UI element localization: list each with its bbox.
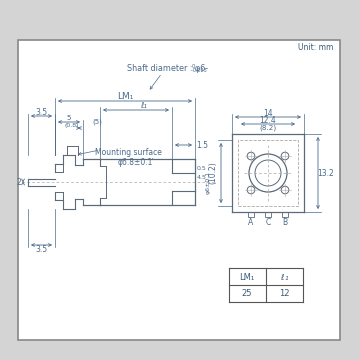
Text: 14: 14: [263, 108, 273, 117]
Text: 13.2: 13.2: [318, 168, 334, 177]
Text: φ6.8±0.1: φ6.8±0.1: [117, 158, 153, 166]
Text: A: A: [248, 217, 254, 226]
Bar: [265, 212, 271, 217]
Text: 1.5: 1.5: [196, 140, 208, 149]
Bar: [18, 40, 340, 340]
Text: B: B: [283, 217, 288, 226]
Text: ℓ ₁: ℓ ₁: [280, 273, 288, 282]
Text: φ6±0.1: φ6±0.1: [206, 170, 211, 194]
Text: (10.2): (10.2): [208, 162, 217, 184]
Text: Mounting surface: Mounting surface: [95, 148, 161, 157]
Text: 25: 25: [242, 289, 252, 298]
Text: C: C: [265, 217, 271, 226]
Text: 0: 0: [192, 63, 195, 68]
Text: 2: 2: [17, 177, 21, 186]
Text: (8.2): (8.2): [260, 125, 276, 131]
Text: 12: 12: [279, 289, 289, 298]
Text: LM₁: LM₁: [239, 273, 255, 282]
Text: 12.4: 12.4: [260, 116, 276, 125]
Text: 3.5: 3.5: [35, 244, 47, 253]
Bar: [282, 212, 288, 217]
Text: 3.5: 3.5: [35, 108, 47, 117]
Text: 5: 5: [67, 115, 71, 121]
Text: (5): (5): [92, 119, 102, 125]
Text: 0.5: 0.5: [197, 166, 207, 171]
Text: -0.025: -0.025: [192, 68, 208, 72]
Text: Unit: mm: Unit: mm: [298, 42, 333, 51]
Text: ℓ₁: ℓ₁: [140, 100, 148, 109]
Text: Shaft diameter : φ6-: Shaft diameter : φ6-: [127, 63, 208, 72]
Text: LM₁: LM₁: [117, 91, 133, 100]
Text: 4.5: 4.5: [197, 175, 207, 180]
Text: (0.8): (0.8): [65, 122, 79, 127]
Bar: [238, 140, 298, 206]
Bar: [248, 212, 254, 217]
